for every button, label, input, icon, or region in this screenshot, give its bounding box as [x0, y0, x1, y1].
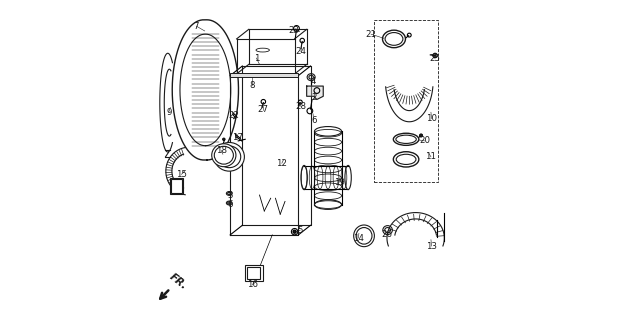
- Text: 22: 22: [228, 111, 239, 120]
- Text: 3: 3: [227, 190, 233, 200]
- Ellipse shape: [396, 135, 416, 143]
- Bar: [170, 178, 183, 194]
- Text: 27: 27: [258, 105, 269, 114]
- Text: 10: 10: [426, 114, 437, 123]
- Text: 9: 9: [166, 108, 171, 117]
- Text: 26: 26: [381, 230, 392, 239]
- Bar: [171, 179, 182, 193]
- Bar: [374, 20, 438, 182]
- Circle shape: [222, 138, 225, 140]
- Text: 5: 5: [297, 226, 303, 235]
- Text: 25: 25: [429, 53, 440, 62]
- Text: 12: 12: [276, 159, 288, 168]
- Ellipse shape: [385, 33, 403, 45]
- Text: 6: 6: [227, 200, 233, 209]
- Ellipse shape: [393, 133, 419, 145]
- Text: 4: 4: [311, 77, 317, 86]
- Text: 8: 8: [249, 81, 255, 90]
- Circle shape: [293, 230, 296, 233]
- Ellipse shape: [354, 225, 374, 247]
- Text: 28: 28: [296, 102, 306, 111]
- Ellipse shape: [218, 146, 241, 168]
- Bar: [230, 73, 299, 76]
- Text: 19: 19: [333, 178, 345, 187]
- Text: 17: 17: [232, 133, 243, 142]
- Ellipse shape: [396, 154, 416, 164]
- Text: 15: 15: [176, 170, 187, 179]
- Bar: [247, 268, 260, 279]
- Text: 24: 24: [296, 47, 306, 56]
- Text: 6: 6: [311, 116, 317, 125]
- Text: 16: 16: [247, 280, 258, 289]
- Ellipse shape: [214, 146, 233, 164]
- Text: 1: 1: [253, 53, 259, 62]
- Text: 23: 23: [288, 27, 299, 36]
- Text: 20: 20: [419, 136, 430, 145]
- Text: 21: 21: [366, 30, 376, 39]
- Ellipse shape: [214, 142, 245, 171]
- Circle shape: [434, 54, 436, 56]
- Ellipse shape: [393, 152, 419, 167]
- Text: 11: 11: [425, 152, 437, 161]
- Polygon shape: [307, 86, 324, 100]
- Text: 7: 7: [194, 22, 199, 31]
- Text: 2: 2: [311, 93, 317, 102]
- Bar: [245, 265, 263, 281]
- Text: 18: 18: [215, 146, 227, 155]
- Ellipse shape: [212, 144, 236, 167]
- Text: FR.: FR.: [168, 272, 189, 292]
- Text: 13: 13: [426, 242, 437, 251]
- Circle shape: [419, 134, 423, 137]
- Text: 14: 14: [353, 234, 364, 243]
- Ellipse shape: [383, 30, 406, 48]
